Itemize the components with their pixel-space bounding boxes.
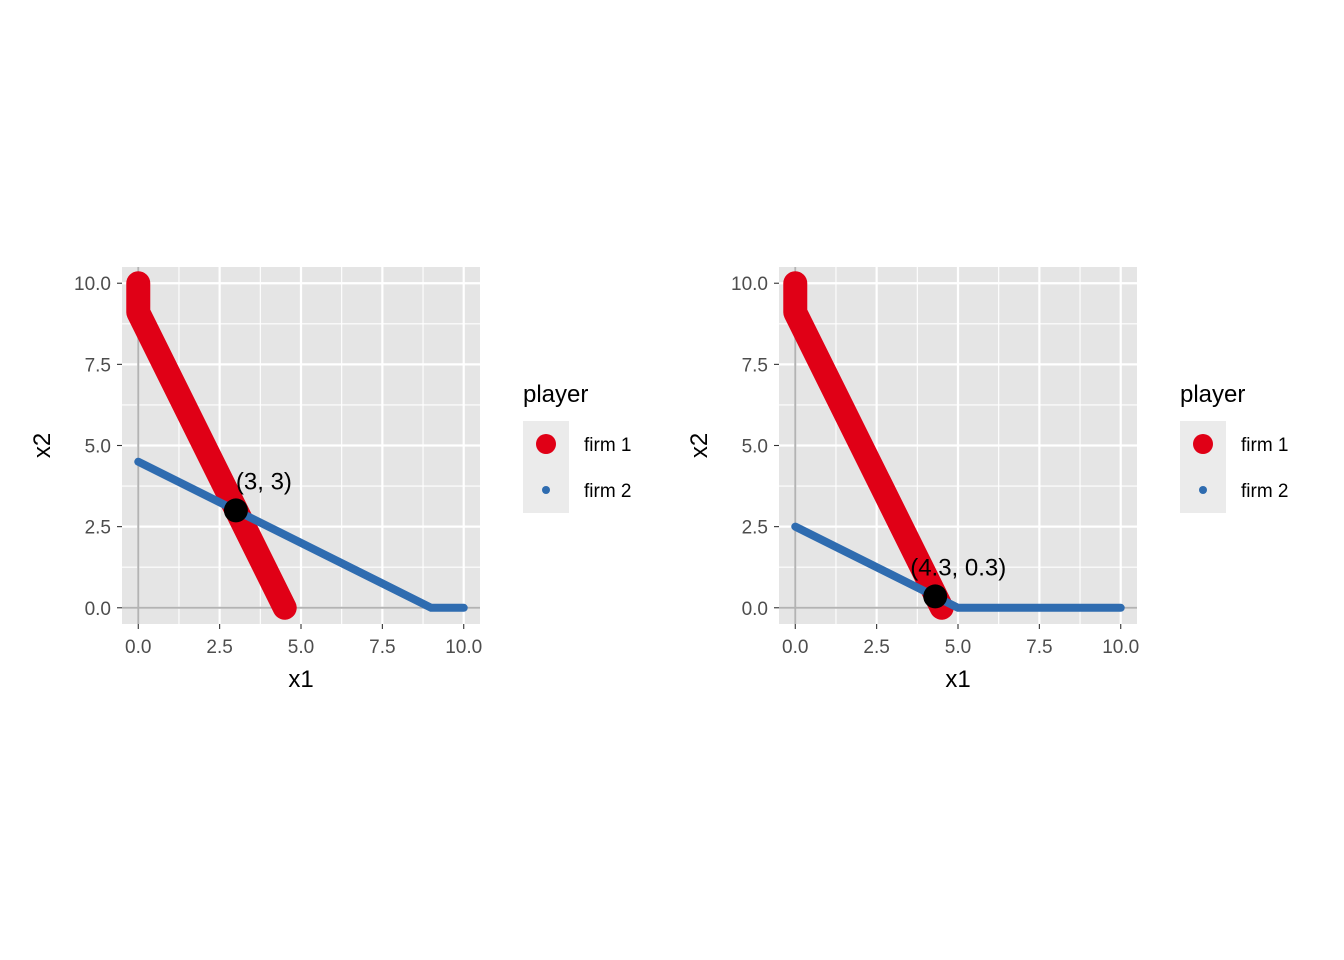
y-axis-title: x2 [29,433,56,458]
y-tick-label: 0.0 [742,599,768,620]
equilibrium-point [923,584,948,609]
y-tick-label: 7.5 [742,355,768,376]
y-axis-title: x2 [686,433,713,458]
x-axis-title: x1 [945,666,970,693]
x-tick-label: 5.0 [945,637,971,658]
equilibrium-label: (4.3, 0.3) [910,554,1006,581]
legend-title: player [1180,381,1245,408]
legend: player firm 1 firm 2 [523,381,632,513]
y-tick-label: 2.5 [742,518,768,539]
y-tick-label: 5.0 [85,437,111,458]
legend-label-firm-1: firm 1 [584,435,632,456]
x-tick-label: 0.0 [782,637,808,658]
chart-2: (4.3, 0.3) 0.0 2.5 5.0 7.5 10.0 0.0 2.5 5.0 7.5 10… [686,267,1289,693]
legend-key-firm-2 [1199,486,1207,494]
equilibrium-point [223,498,248,523]
y-tick-label: 5.0 [742,437,768,458]
series-line-firm-2 [791,522,1125,612]
y-tick-label: 2.5 [85,518,111,539]
x-tick-label: 7.5 [369,637,395,658]
x-tick-label: 10.0 [1102,637,1139,658]
equilibrium-label: (3, 3) [236,468,292,495]
legend-key-firm-1 [1193,434,1213,454]
y-tick-label: 10.0 [74,274,111,295]
x-tick-label: 2.5 [206,637,232,658]
series-line-firm-1 [783,271,954,620]
x-tick-label: 10.0 [445,637,482,658]
legend-label-firm-2: firm 2 [1241,481,1289,502]
x-axis-title: x1 [288,666,313,693]
legend-label-firm-2: firm 2 [584,481,632,502]
x-tick-label: 0.0 [125,637,151,658]
chart-1: (3, 3) 0.0 2.5 5.0 7.5 10.0 0.0 2.5 5.0 7.5 10.0 x1… [29,267,632,693]
legend: player firm 1 firm 2 [1180,381,1289,513]
legend-title: player [523,381,588,408]
y-tick-label: 10.0 [731,274,768,295]
legend-label-firm-1: firm 1 [1241,435,1289,456]
legend-key-firm-2 [542,486,550,494]
x-tick-label: 7.5 [1026,637,1052,658]
y-tick-label: 0.0 [85,599,111,620]
x-tick-label: 5.0 [288,637,314,658]
y-tick-label: 7.5 [85,355,111,376]
x-tick-label: 2.5 [863,637,889,658]
legend-key-firm-1 [536,434,556,454]
